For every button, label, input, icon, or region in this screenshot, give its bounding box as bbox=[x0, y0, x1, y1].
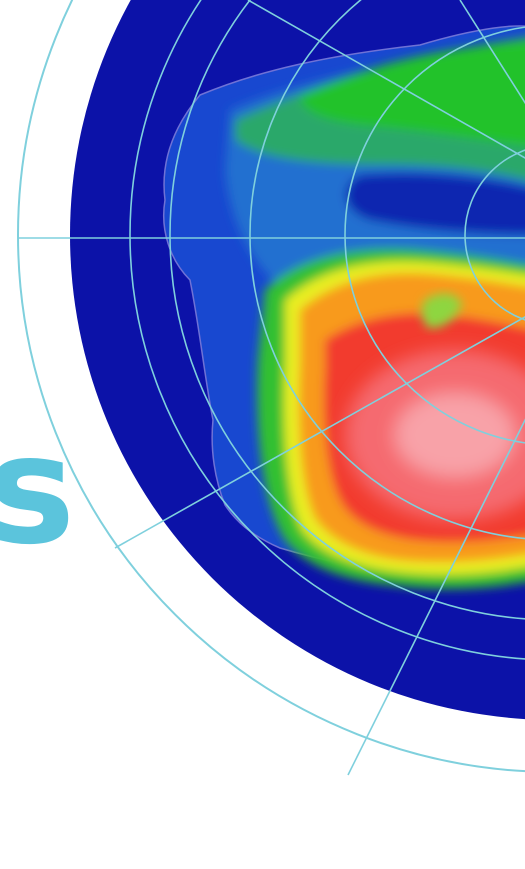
zone-pink-core bbox=[395, 393, 515, 477]
meridian-line bbox=[114, 315, 525, 549]
latitude-circle bbox=[464, 144, 525, 326]
zone-green-notch bbox=[421, 293, 462, 329]
meridian-line bbox=[347, 418, 525, 776]
outer-frame-ring bbox=[17, 0, 525, 773]
meridians bbox=[18, 0, 525, 776]
latitude-circle bbox=[129, 0, 525, 661]
banner-text: s bbox=[0, 404, 76, 578]
latitude-circle bbox=[344, 24, 525, 446]
meridian-line bbox=[247, 0, 525, 159]
latitude-circle bbox=[249, 0, 525, 541]
data-field bbox=[163, 25, 525, 589]
zone-bright-green bbox=[300, 40, 525, 150]
zone-dark-blue bbox=[346, 173, 525, 235]
latitude-circle bbox=[169, 0, 525, 621]
graticule bbox=[129, 0, 525, 661]
meridian-line bbox=[459, 0, 525, 105]
